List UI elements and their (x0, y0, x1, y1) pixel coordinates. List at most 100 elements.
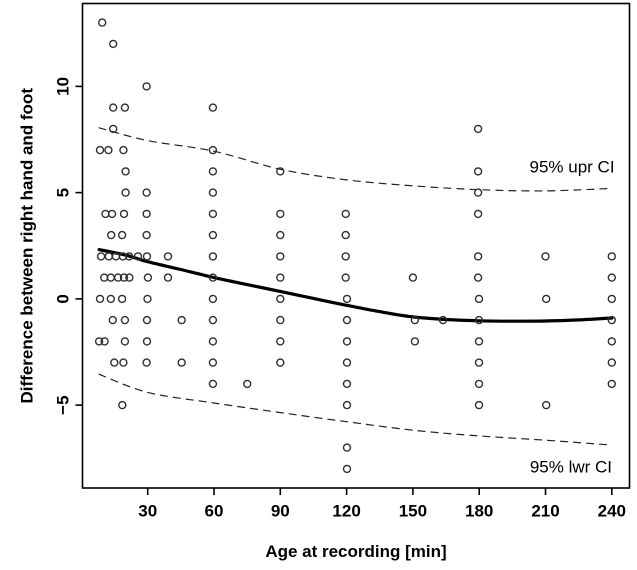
data-point (208, 230, 218, 240)
data-point (113, 273, 123, 282)
data-point (143, 273, 153, 282)
data-point (208, 209, 218, 219)
data-point (341, 252, 350, 261)
data-point (474, 294, 484, 304)
data-point (474, 337, 484, 346)
data-point (341, 209, 350, 219)
data-point (96, 252, 106, 261)
data-point (104, 145, 113, 155)
data-point (276, 315, 285, 325)
data-point (124, 252, 134, 261)
data-point (142, 209, 151, 219)
data-point (473, 209, 483, 219)
data-point (208, 252, 218, 261)
data-point (133, 252, 143, 261)
data-point (117, 294, 127, 304)
data-point (100, 337, 109, 346)
y-axis-title: Difference between right hand and foot (18, 88, 37, 404)
data-point (120, 337, 130, 346)
data-point (106, 230, 116, 240)
data-point (120, 315, 130, 325)
x-tick-label: 60 (205, 502, 224, 521)
data-point (474, 400, 484, 410)
data-point (119, 145, 128, 155)
data-point (117, 230, 127, 240)
data-point (142, 230, 151, 240)
upper-ci-curve (98, 127, 613, 192)
data-point (408, 273, 418, 282)
data-point (94, 337, 104, 346)
data-point (118, 252, 128, 261)
data-point (125, 273, 134, 282)
data-point (607, 358, 616, 367)
data-point (208, 167, 218, 176)
data-point (474, 379, 484, 389)
fit-curve (97, 248, 614, 323)
plot-border (81, 2, 631, 489)
data-point (108, 124, 118, 134)
data-point (163, 252, 173, 261)
data-point (276, 358, 285, 367)
data-point (119, 273, 129, 282)
data-point (121, 188, 130, 197)
x-tick-label: 120 (332, 502, 360, 521)
data-point (142, 358, 151, 367)
data-point (208, 145, 218, 155)
data-point (342, 315, 352, 325)
data-point (108, 315, 118, 325)
data-point (276, 294, 285, 304)
data-point (342, 337, 352, 346)
data-point (276, 167, 285, 176)
data-point (108, 103, 118, 112)
data-point (342, 379, 352, 389)
data-point (120, 103, 130, 112)
data-point (104, 252, 114, 261)
data-point (607, 294, 616, 304)
data-point (119, 209, 129, 219)
data-point (110, 358, 119, 367)
data-point (208, 103, 218, 112)
data-point (177, 315, 186, 325)
data-point (473, 124, 483, 134)
data-point (208, 337, 218, 346)
data-point (342, 400, 352, 410)
data-point (177, 358, 186, 367)
data-point (107, 209, 117, 219)
data-point (142, 82, 151, 91)
data-point (276, 337, 285, 346)
data-point (607, 273, 616, 282)
x-tick-label: 240 (598, 502, 626, 521)
data-point (607, 252, 616, 261)
data-point (208, 188, 218, 197)
data-point (542, 294, 551, 304)
data-point (410, 337, 420, 346)
data-point (542, 400, 551, 410)
y-tick-label: −5 (54, 395, 73, 414)
data-point (607, 315, 616, 325)
data-point (121, 167, 130, 176)
data-point (242, 379, 252, 389)
data-point (108, 39, 118, 49)
data-point (143, 294, 152, 304)
data-point (106, 294, 116, 304)
data-point (474, 315, 484, 325)
data-point (276, 209, 285, 219)
x-tick-label: 180 (465, 502, 493, 521)
data-point (342, 443, 352, 452)
data-point (276, 230, 285, 240)
x-tick-label: 150 (399, 502, 427, 521)
data-point (208, 273, 218, 282)
data-point (541, 252, 550, 261)
data-point (473, 252, 483, 261)
data-point (142, 188, 151, 197)
x-tick-label: 210 (531, 502, 559, 521)
data-point (474, 358, 484, 367)
data-point (473, 273, 483, 282)
data-point (142, 315, 152, 325)
upper-ci-label: 95% upr CI (530, 158, 615, 177)
data-point (341, 273, 350, 282)
data-point (95, 145, 105, 155)
data-point (208, 315, 218, 325)
